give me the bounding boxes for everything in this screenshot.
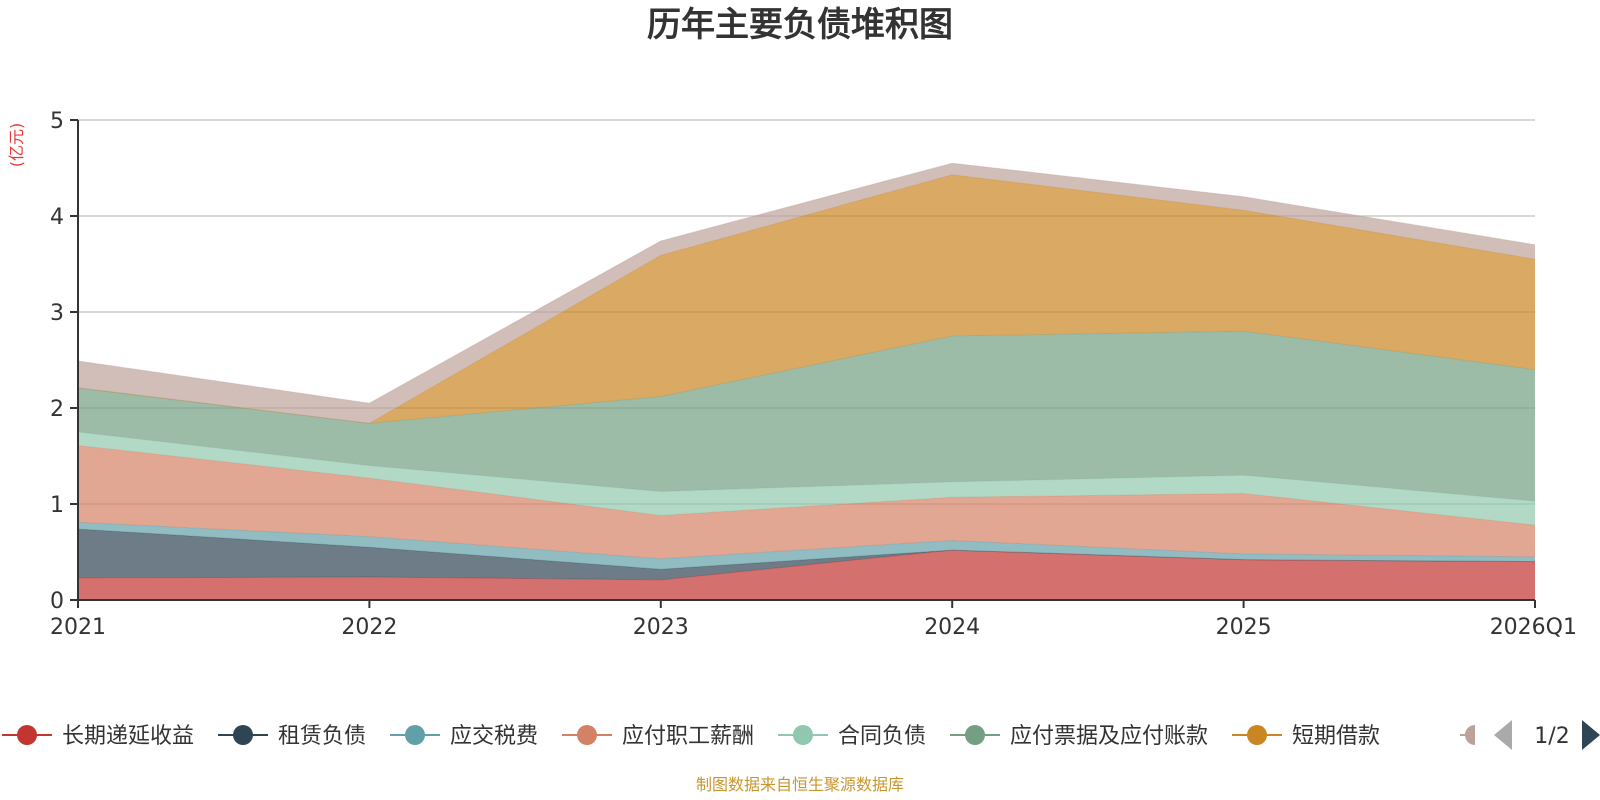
legend-marker-icon: [405, 725, 425, 745]
area-series-5[interactable]: [78, 432, 1535, 526]
y-tick-label: 3: [50, 301, 64, 326]
legend-label: 租赁负债: [278, 724, 366, 749]
legend-item-6[interactable]: 应付票据及应付账款: [950, 724, 1208, 749]
legend-marker-icon: [1465, 725, 1475, 745]
y-axis-unit-label: (亿元): [7, 123, 26, 168]
legend-marker-icon: [577, 725, 597, 745]
area-series-4[interactable]: [78, 445, 1535, 559]
legend: 长期递延收益 租赁负债 应交税费 应付职工薪酬 合同负债 应付票据及应付账款 短期借款 1/2: [2, 720, 1600, 750]
area-series-2[interactable]: [78, 528, 1535, 580]
area-series-edge: [77, 162, 1536, 404]
legend-label: 短期借款: [1292, 724, 1380, 749]
legend-marker-icon: [17, 725, 37, 745]
y-tick-label: 0: [50, 589, 64, 614]
legend-label: 应付票据及应付账款: [1010, 724, 1208, 749]
legend-marker-icon: [793, 725, 813, 745]
area-series-1[interactable]: [78, 550, 1535, 600]
x-tick-label: 2022: [341, 615, 397, 640]
legend-item-8-partial[interactable]: [1450, 725, 1500, 745]
y-tick-label: 2: [50, 397, 64, 422]
legend-label: 长期递延收益: [62, 724, 194, 749]
legend-page-indicator: 1/2: [1534, 724, 1569, 749]
legend-item-2[interactable]: 租赁负债: [218, 724, 366, 749]
y-tick-label: 1: [50, 493, 64, 518]
legend-label: 应付职工薪酬: [622, 724, 754, 749]
legend-item-5[interactable]: 合同负债: [778, 724, 926, 749]
axis-layer: 0 1 2 3 4 5 2021 2022 2023 2024 2025 2026Q1: [50, 109, 1577, 640]
legend-item-7[interactable]: 短期借款: [1232, 724, 1380, 749]
area-series-6[interactable]: [78, 331, 1535, 502]
y-tick-label: 5: [50, 109, 64, 134]
legend-prev-page-icon[interactable]: [1494, 720, 1512, 750]
area-series-7[interactable]: [78, 174, 1535, 424]
legend-label: 应交税费: [450, 724, 538, 749]
x-tick-label: 2021: [50, 615, 106, 640]
x-tick-label: 2026Q1: [1490, 615, 1577, 640]
legend-item-3[interactable]: 应交税费: [390, 724, 538, 749]
legend-marker-icon: [1247, 725, 1267, 745]
source-note: 制图数据来自恒生聚源数据库: [696, 775, 904, 794]
chart-title: 历年主要负债堆积图: [647, 5, 953, 45]
legend-item-1[interactable]: 长期递延收益: [2, 724, 194, 749]
legend-item-4[interactable]: 应付职工薪酬: [562, 724, 754, 749]
area-layer: [77, 162, 1536, 600]
legend-next-page-icon[interactable]: [1582, 720, 1600, 750]
legend-label: 合同负债: [838, 724, 926, 749]
x-tick-label: 2025: [1216, 615, 1272, 640]
x-tick-label: 2023: [633, 615, 689, 640]
y-tick-label: 4: [50, 205, 64, 230]
area-series-8[interactable]: [78, 163, 1535, 424]
legend-marker-icon: [233, 725, 253, 745]
legend-marker-icon: [965, 725, 985, 745]
area-series-3[interactable]: [78, 522, 1535, 570]
x-tick-label: 2024: [924, 615, 980, 640]
